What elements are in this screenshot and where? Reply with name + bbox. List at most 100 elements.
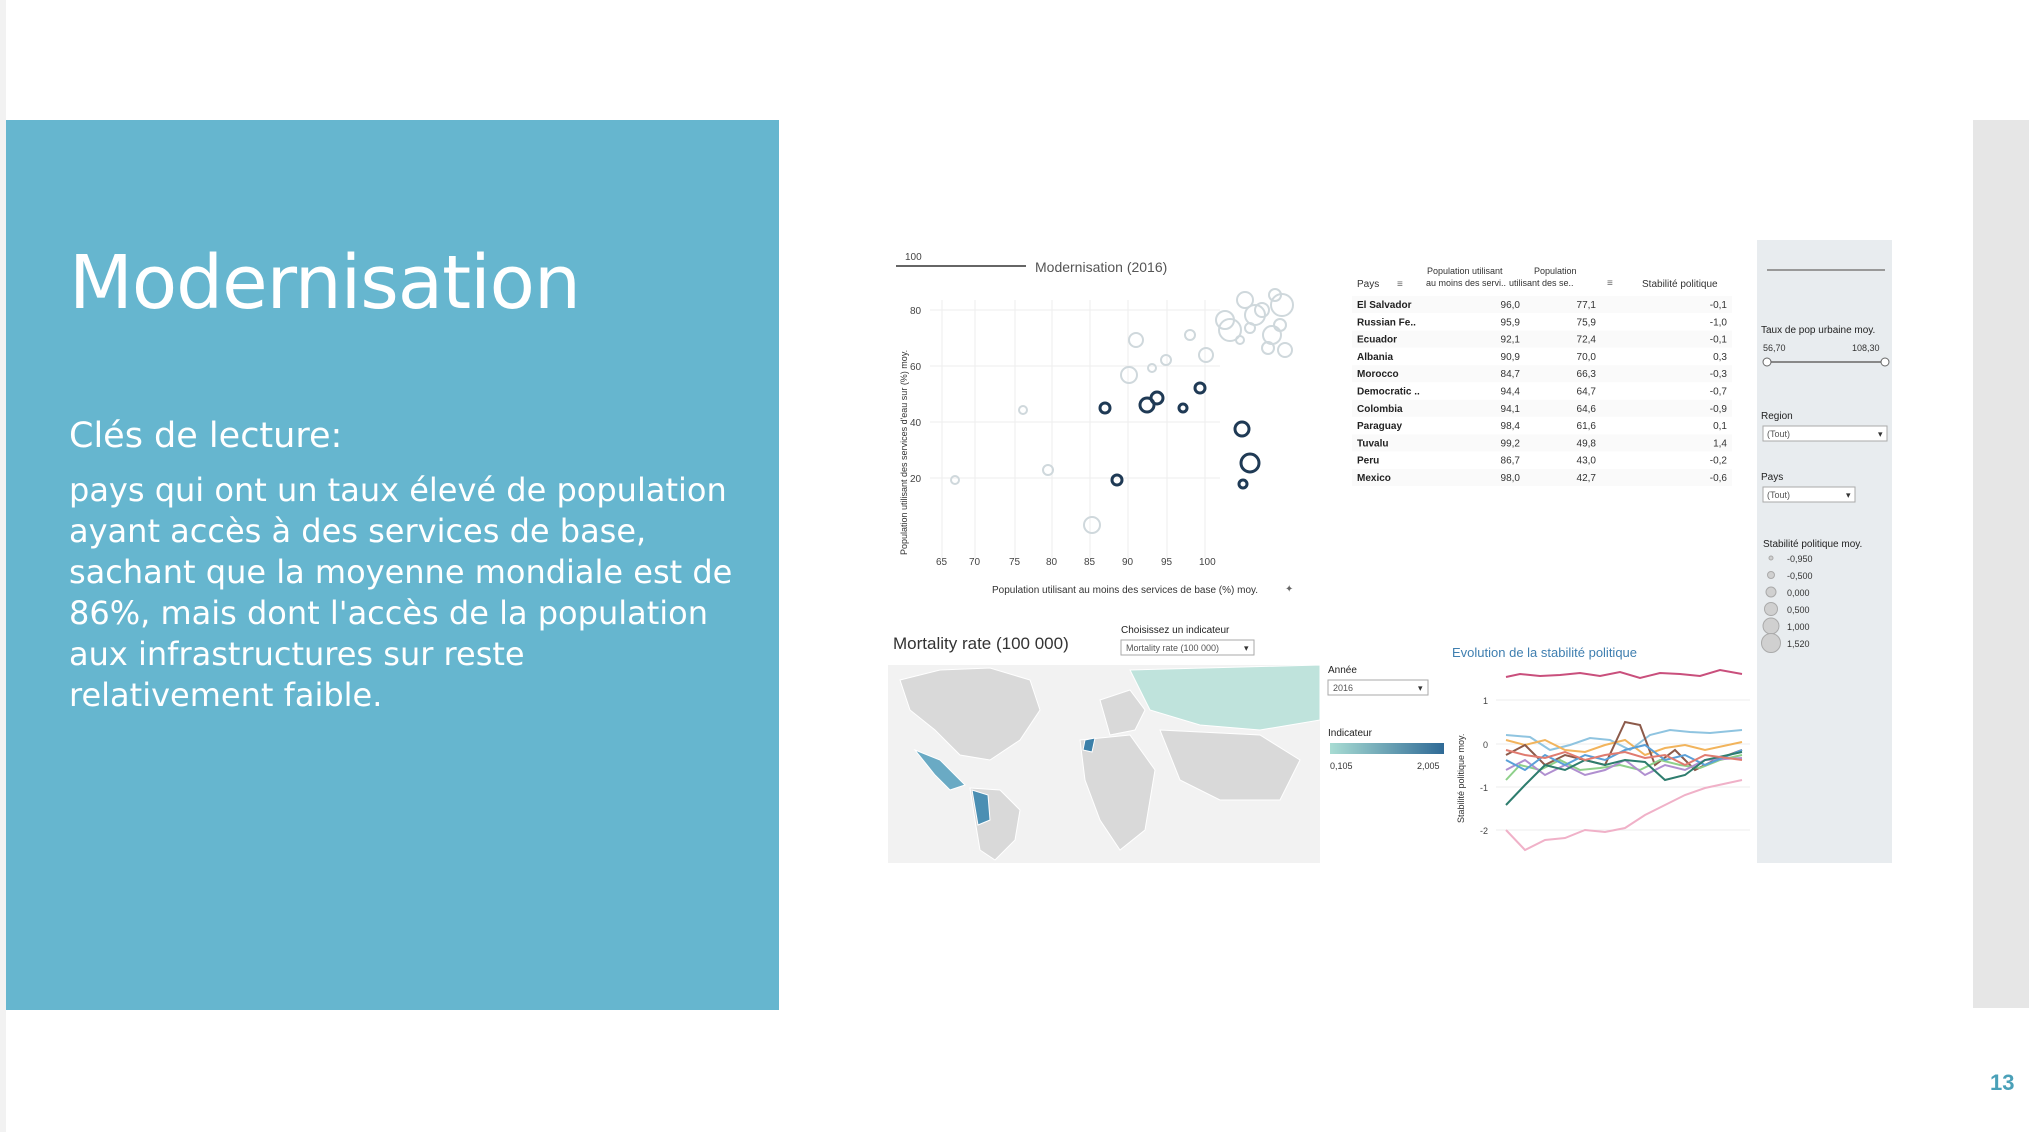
right-side-bar — [1973, 120, 2029, 1008]
cell-stability: -0,9 — [1710, 404, 1728, 415]
table-row[interactable]: Democratic .. 94,4 64,7 -0,7 — [1352, 382, 1732, 400]
line-chart-y-label: Stabilité politique moy. — [1456, 734, 1466, 823]
pays-select[interactable] — [1762, 486, 1856, 503]
region-select[interactable] — [1762, 425, 1888, 442]
scatter-point[interactable] — [1244, 322, 1256, 334]
scatter-point[interactable] — [1268, 288, 1282, 302]
scatter-point[interactable] — [1277, 342, 1293, 358]
table-row[interactable]: Albania 90,9 70,0 0,3 — [1352, 347, 1732, 365]
series-line — [1505, 751, 1743, 806]
cell-water-services: 42,7 — [1577, 473, 1597, 484]
table-row[interactable]: Morocco 84,7 66,3 -0,3 — [1352, 365, 1732, 383]
cell-country: Ecuador — [1357, 335, 1397, 346]
scatter-point[interactable] — [1083, 516, 1101, 534]
asia-shape — [1159, 729, 1301, 801]
cell-stability: 1,4 — [1713, 438, 1727, 449]
scatter-point-highlighted[interactable] — [1193, 381, 1207, 395]
scatter-point[interactable] — [1184, 329, 1196, 341]
series-line — [1505, 668, 1743, 680]
cell-water-services: 77,1 — [1577, 300, 1597, 311]
scatter-title: Modernisation (2016) — [1035, 259, 1167, 275]
y-tick-100: 100 — [905, 252, 922, 263]
scatter-point-highlighted[interactable] — [1233, 420, 1251, 438]
cell-water-services: 64,7 — [1577, 387, 1597, 398]
scatter-point[interactable] — [1262, 325, 1282, 345]
scatter-point[interactable] — [1261, 341, 1275, 355]
scatter-point[interactable] — [1236, 291, 1254, 309]
cell-country: Morocco — [1357, 369, 1399, 380]
urban-slider-max-handle[interactable] — [1880, 357, 1890, 367]
scatter-point[interactable] — [1128, 332, 1144, 348]
legend-size-dot — [1767, 571, 1775, 579]
table-row[interactable]: El Salvador 96,0 77,1 -0,1 — [1352, 296, 1732, 313]
line-chart-title: Evolution de la stabilité politique — [1452, 645, 1637, 660]
table-row[interactable]: Mexico 98,0 42,7 -0,6 — [1352, 469, 1732, 486]
legend-size-dot — [1768, 555, 1774, 561]
scatter-point[interactable] — [1147, 363, 1157, 373]
scatter-point[interactable] — [1254, 302, 1270, 318]
pin-icon[interactable]: ✦ — [1285, 584, 1293, 595]
scatter-point-highlighted[interactable] — [1098, 401, 1112, 415]
table-row[interactable]: Tuvalu 99,2 49,8 1,4 — [1352, 434, 1732, 452]
cell-water-services: 61,6 — [1577, 421, 1597, 432]
year-value: 2016 — [1333, 683, 1353, 693]
line-y-tick: 0 — [1483, 740, 1488, 750]
cell-basic-services: 84,7 — [1501, 369, 1521, 380]
cell-country: Russian Fe.. — [1357, 317, 1416, 328]
map-title: Mortality rate (100 000) — [893, 634, 1069, 653]
cell-stability: 0,3 — [1713, 352, 1727, 363]
series-line — [1505, 757, 1743, 777]
scatter-point-highlighted[interactable] — [1177, 402, 1189, 414]
y-tick-40: 40 — [910, 418, 922, 429]
central-america-shape — [913, 748, 966, 791]
map-panel: Mortality rate (100 000) Choisissez un i… — [888, 625, 1444, 863]
scatter-point[interactable] — [1018, 405, 1028, 415]
x-tick: 90 — [1122, 557, 1134, 568]
table-row[interactable]: Ecuador 92,1 72,4 -0,1 — [1352, 330, 1732, 348]
scatter-point-highlighted[interactable] — [1110, 473, 1124, 487]
scatter-point[interactable] — [950, 475, 960, 485]
cell-stability: -0,6 — [1710, 473, 1728, 484]
scatter-y-label: Population utilisant des services d'eau … — [899, 350, 909, 555]
cell-water-services: 72,4 — [1577, 335, 1597, 346]
scatter-point[interactable] — [1160, 354, 1172, 366]
cell-basic-services: 94,4 — [1501, 387, 1521, 398]
indicator-legend-label: Indicateur — [1328, 728, 1373, 739]
scatter-point-highlighted[interactable] — [1239, 452, 1261, 474]
urban-slider-min-handle[interactable] — [1762, 357, 1772, 367]
scatter-point[interactable] — [1198, 347, 1214, 363]
andean-countries-shape — [971, 789, 991, 826]
scatter-point[interactable] — [1120, 366, 1138, 384]
scatter-point[interactable] — [1273, 318, 1287, 332]
table-row[interactable]: Russian Fe.. 95,9 75,9 -1,0 — [1352, 313, 1732, 331]
left-edge-strip — [0, 0, 6, 1132]
scatter-point[interactable] — [1042, 464, 1054, 476]
cell-stability: -0,2 — [1710, 456, 1728, 467]
scatter-point-highlighted[interactable] — [1138, 396, 1156, 414]
table-row[interactable]: Colombia 94,1 64,6 -0,9 — [1352, 399, 1732, 417]
scatter-point-highlighted[interactable] — [1149, 390, 1165, 406]
cell-water-services: 66,3 — [1577, 369, 1597, 380]
table-row[interactable]: Peru 86,7 43,0 -0,2 — [1352, 451, 1732, 469]
legend-size-dot — [1765, 586, 1777, 598]
africa-shape — [1079, 734, 1156, 851]
chevron-down-icon: ▾ — [1846, 490, 1851, 500]
table-row[interactable]: Paraguay 98,4 61,6 0,1 — [1352, 417, 1732, 435]
scatter-x-ticks: 65 70 75 80 85 90 95 100 — [936, 557, 1216, 568]
series-line — [1505, 779, 1743, 852]
cell-stability: -0,1 — [1710, 300, 1728, 311]
cell-country: Colombia — [1357, 404, 1403, 415]
scatter-point-highlighted[interactable] — [1237, 478, 1249, 490]
filters-panel: Taux de pop urbaine moy. 56,70 108,30 Re… — [1757, 240, 1892, 863]
indicator-select[interactable] — [1120, 639, 1255, 656]
cell-stability: -0,3 — [1710, 369, 1728, 380]
scatter-point[interactable] — [1235, 335, 1245, 345]
table-header-col3b: utilisant des se.. — [1509, 278, 1574, 288]
sort-icon[interactable]: ≡ — [1397, 279, 1403, 290]
cell-basic-services: 95,9 — [1501, 317, 1521, 328]
scatter-point[interactable] — [1218, 318, 1242, 342]
sort-icon[interactable]: ≡ — [1607, 278, 1613, 289]
scatter-point[interactable] — [1270, 293, 1294, 317]
table-header-col4: Stabilité politique — [1642, 279, 1718, 290]
year-select[interactable] — [1327, 679, 1429, 696]
